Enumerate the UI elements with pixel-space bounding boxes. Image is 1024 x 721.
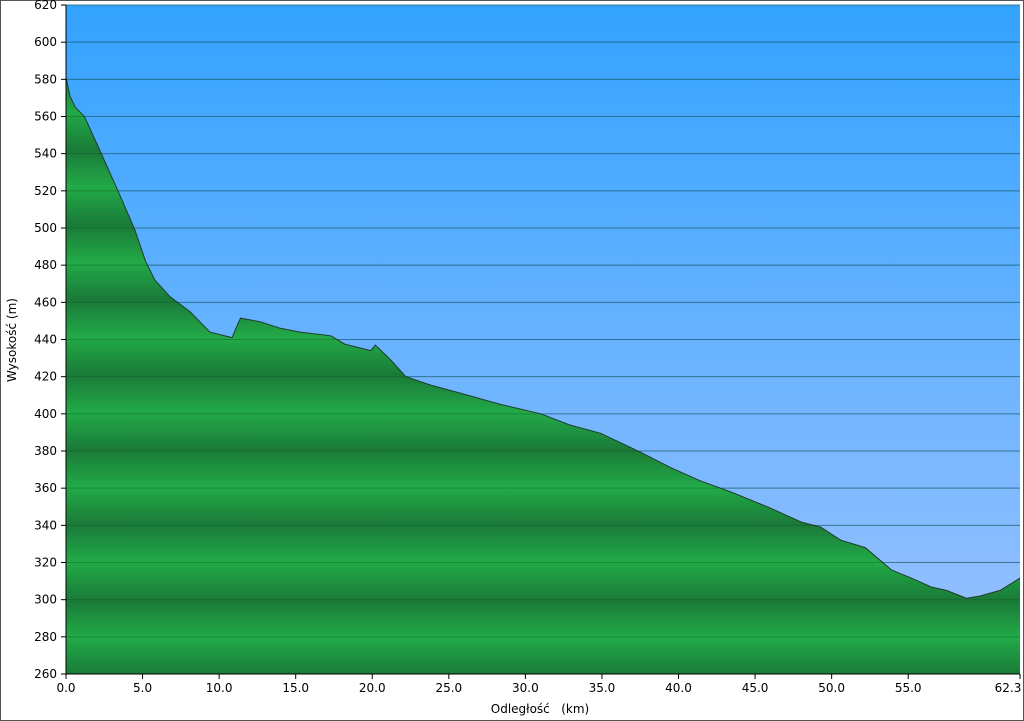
y-tick-label: 600	[34, 35, 57, 49]
y-axis-label: Wysokość (m)	[5, 298, 19, 382]
y-tick-label: 500	[34, 221, 57, 235]
y-tick-label: 440	[34, 333, 57, 347]
x-tick-label: 62.3	[995, 681, 1022, 695]
y-tick-label: 300	[34, 593, 57, 607]
y-tick-label: 520	[34, 184, 57, 198]
y-tick-label: 620	[34, 0, 57, 12]
y-tick-label: 540	[34, 147, 57, 161]
x-tick-label: 5.0	[133, 681, 152, 695]
y-tick-label: 380	[34, 444, 57, 458]
y-tick-label: 480	[34, 258, 57, 272]
x-tick-label: 45.0	[742, 681, 769, 695]
y-tick-label: 580	[34, 72, 57, 86]
y-tick-label: 400	[34, 407, 57, 421]
y-tick-label: 560	[34, 110, 57, 124]
x-tick-label: 0.0	[56, 681, 75, 695]
y-tick-label: 280	[34, 630, 57, 644]
y-tick-label: 420	[34, 370, 57, 384]
x-tick-label: 55.0	[895, 681, 922, 695]
y-tick-label: 360	[34, 481, 57, 495]
x-tick-label: 15.0	[282, 681, 309, 695]
x-tick-label: 50.0	[818, 681, 845, 695]
elevation-area	[66, 77, 1020, 674]
x-tick-label: 35.0	[589, 681, 616, 695]
x-axis-label: Odległość (km)	[491, 702, 589, 716]
x-tick-label: 10.0	[206, 681, 233, 695]
y-tick-label: 340	[34, 518, 57, 532]
elevation-line	[65, 77, 1021, 599]
x-tick-label: 40.0	[665, 681, 692, 695]
y-tick-label: 460	[34, 295, 57, 309]
x-tick-label: 30.0	[512, 681, 539, 695]
y-tick-label: 320	[34, 556, 57, 570]
x-tick-label: 25.0	[435, 681, 462, 695]
y-tick-label: 260	[34, 667, 57, 681]
x-tick-label: 20.0	[359, 681, 386, 695]
